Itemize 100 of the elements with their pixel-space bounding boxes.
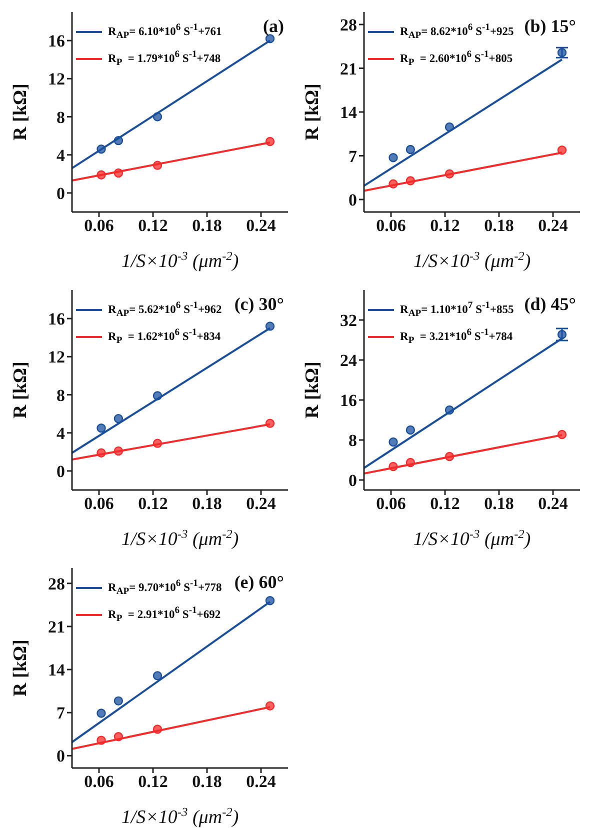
point [406,425,416,435]
x-tick-label: 0.06 [84,494,114,514]
y-axis-title: R [kΩ] [10,84,31,140]
y-axis-title: R [kΩ] [10,640,31,696]
legend-label: R$_{P}$ = 1.79*10$^{6}$ S$^{-1}$+748 [108,48,221,70]
y-tick-label: 0 [348,471,357,490]
y-axis-title: R [kΩ] [302,84,323,140]
x-tick-label: 0.06 [376,216,406,236]
point [114,168,124,178]
x-tick-label: 0.12 [138,216,168,236]
point [96,144,106,154]
x-tick-label: 0.24 [246,494,276,514]
point [557,430,567,440]
y-tick-label: 8 [348,431,357,450]
y-tick-label: 0 [56,746,65,766]
legend-label: R$_{AP}$= 9.70*10$^{6}$ S$^{-1}$+778 [108,577,222,600]
point [96,448,106,458]
point [152,671,162,680]
point [557,146,567,155]
chart-title: (d) 45° [524,294,576,315]
y-tick-label: 14 [340,103,358,122]
point [388,179,398,188]
y-tick-label: 16 [340,391,357,410]
point [388,437,398,447]
point [152,160,162,170]
point [152,438,162,448]
x-tick-label: 0.18 [484,494,514,514]
point [406,176,416,186]
x-axis-title: 1/S×10$^{-3}$ (μm$^{-2}$) [413,249,531,272]
x-tick-label: 0.18 [484,216,514,236]
x-tick-label: 0.12 [430,216,460,236]
point [406,144,416,154]
y-tick-label: 21 [340,59,357,78]
point [96,708,106,718]
legend-label: R$_{AP}$= 6.10*10$^{6}$ S$^{-1}$+761 [108,21,222,44]
legend-label: R$_{P}$ = 1.62*10$^{6}$ S$^{-1}$+834 [108,326,221,348]
point [152,724,162,734]
legend-label: R$_{AP}$= 1.10*10$^{7}$ S$^{-1}$+855 [400,299,514,322]
y-tick-label: 16 [48,32,65,51]
y-tick-label: 7 [348,146,358,166]
point [265,322,275,331]
point [444,122,454,132]
point [96,736,106,745]
y-axis-title: R [kΩ] [302,362,323,418]
point [114,414,124,424]
x-tick-label: 0.24 [246,216,276,236]
x-tick-label: 0.12 [138,494,168,514]
y-axis-title: R [kΩ] [10,362,31,418]
x-tick-label: 0.18 [192,494,222,514]
x-tick-label: 0.12 [138,772,168,792]
point [96,423,106,433]
point [114,136,124,146]
y-tick-label: 4 [56,146,66,165]
x-tick-label: 0.06 [84,216,114,236]
y-tick-label: 28 [48,574,65,594]
legend-label: R$_{AP}$= 5.62*10$^{6}$ S$^{-1}$+962 [108,299,222,322]
point [96,170,106,180]
y-tick-label: 4 [56,424,66,443]
x-tick-label: 0.18 [192,216,222,236]
point [444,169,454,178]
x-tick-label: 0.24 [538,216,568,236]
y-tick-label: 32 [340,311,357,330]
y-tick-label: 21 [48,617,65,636]
point [114,696,124,706]
x-tick-label: 0.06 [376,494,406,514]
chart-title: (e) 60° [234,572,284,593]
x-axis-title: 1/S×10$^{-3}$ (μm$^{-2}$) [121,527,239,550]
x-axis-title: 1/S×10$^{-3}$ (μm$^{-2}$) [121,249,239,272]
y-tick-label: 0 [56,184,65,203]
point [152,112,162,122]
x-tick-label: 0.18 [192,772,222,792]
point [444,452,454,462]
y-tick-label: 8 [56,108,65,127]
y-tick-label: 24 [340,351,358,370]
x-tick-label: 0.12 [430,494,460,514]
y-tick-label: 12 [48,70,65,89]
y-tick-label: 12 [48,348,65,367]
point [265,136,275,146]
point [114,446,124,456]
x-axis-title: 1/S×10$^{-3}$ (μm$^{-2}$) [121,805,239,828]
point [265,701,275,710]
x-axis-title: 1/S×10$^{-3}$ (μm$^{-2}$) [413,527,531,550]
y-tick-label: 16 [48,310,65,329]
chart-title: (c) 30° [234,294,284,315]
legend-label: R$_{AP}$= 8.62*10$^{6}$ S$^{-1}$+925 [400,21,514,44]
chart-title: (b) 15° [524,16,576,37]
y-tick-label: 14 [48,660,66,680]
y-tick-label: 8 [56,386,65,405]
y-tick-label: 0 [348,190,357,210]
point [114,732,124,742]
y-tick-label: 0 [56,462,65,481]
point [444,405,454,415]
point [406,458,416,468]
x-tick-label: 0.24 [246,772,276,792]
y-tick-label: 28 [340,16,357,35]
legend-label: R$_{P}$ = 2.60*10$^{6}$ S$^{-1}$+805 [400,48,513,70]
x-tick-label: 0.06 [84,772,114,792]
chart-title: (a) [263,16,284,37]
point [152,391,162,400]
y-tick-label: 7 [56,704,66,723]
